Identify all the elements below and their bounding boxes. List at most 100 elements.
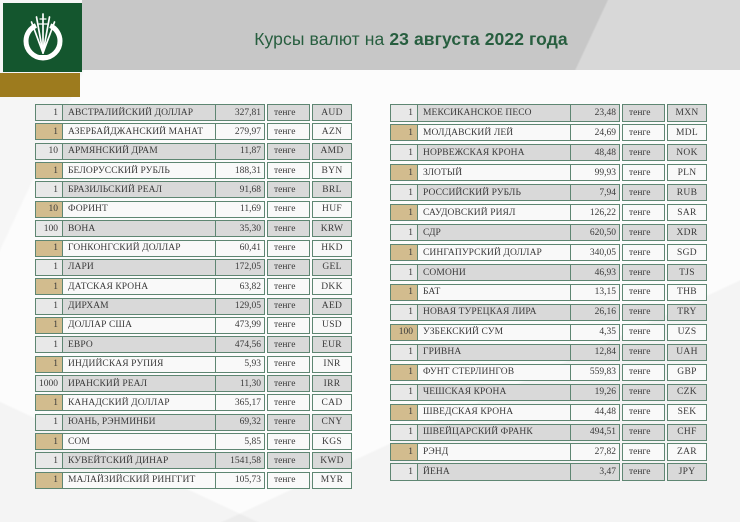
currency-code-cell: CAD bbox=[312, 394, 352, 412]
currency-name-cell: УЗБЕКСКИЙ СУМ bbox=[418, 323, 570, 342]
unit-cell: тенге bbox=[622, 443, 665, 461]
currency-code-cell: AUD bbox=[312, 104, 352, 121]
rate-value-cell: 559,83 bbox=[570, 363, 620, 382]
currency-row-rub: 1 РОССИЙСКИЙ РУБЛЬ 7,94 тенге RUB bbox=[390, 183, 707, 202]
currency-row-uah: 1 ГРИВНА 12,84 тенге UAH bbox=[390, 343, 707, 362]
currency-main-cells: 1 БРАЗИЛЬСКИЙ РЕАЛ 91,68 bbox=[35, 181, 265, 199]
currency-main-cells: 1 ГРИВНА 12,84 bbox=[390, 343, 620, 362]
unit-cell: тенге bbox=[267, 433, 310, 451]
unit-cell: тенге bbox=[622, 163, 665, 182]
quantity-cell: 1 bbox=[35, 258, 63, 276]
currency-main-cells: 1 КУВЕЙТСКИЙ ДИНАР 1541,58 bbox=[35, 452, 265, 470]
currency-main-cells: 1 РЭНД 27,82 bbox=[390, 443, 620, 461]
unit-cell: тенге bbox=[267, 394, 310, 412]
currency-row-huf: 10 ФОРИНТ 11,69 тенге HUF bbox=[35, 200, 352, 218]
rate-value-cell: 12,84 bbox=[570, 343, 620, 362]
currency-name-cell: ШВЕЙЦАРСКИЙ ФРАНК bbox=[418, 423, 570, 441]
currency-name-cell: КУВЕЙТСКИЙ ДИНАР bbox=[63, 452, 215, 470]
currency-code-cell: GEL bbox=[312, 258, 352, 276]
currency-name-cell: ЮАНЬ, РЭНМИНБИ bbox=[63, 413, 215, 431]
rate-value-cell: 23,48 bbox=[570, 104, 620, 122]
currency-name-cell: ГРИВНА bbox=[418, 343, 570, 362]
quantity-cell: 1 bbox=[35, 297, 63, 315]
rate-value-cell: 63,82 bbox=[215, 278, 265, 296]
currency-code-cell: DKK bbox=[312, 278, 352, 296]
currency-name-cell: АРМЯНСКИЙ ДРАМ bbox=[63, 142, 215, 160]
quantity-cell: 1 bbox=[35, 123, 63, 141]
currency-name-cell: МОЛДАВСКИЙ ЛЕЙ bbox=[418, 123, 570, 142]
currency-row-sek: 1 ШВЕДСКАЯ КРОНА 44,48 тенге SEK bbox=[390, 403, 707, 422]
currency-row-mdl: 1 МОЛДАВСКИЙ ЛЕЙ 24,69 тенге MDL bbox=[390, 123, 707, 142]
quantity-cell: 1 bbox=[390, 463, 418, 481]
quantity-cell: 100 bbox=[35, 220, 63, 238]
currency-main-cells: 1 ЛАРИ 172,05 bbox=[35, 258, 265, 276]
currency-code-cell: UZS bbox=[667, 323, 707, 342]
currency-name-cell: БЕЛОРУССКИЙ РУБЛЬ bbox=[63, 162, 215, 180]
rate-value-cell: 4,35 bbox=[570, 323, 620, 342]
rate-value-cell: 13,15 bbox=[570, 283, 620, 302]
currency-name-cell: ЕВРО bbox=[63, 336, 215, 354]
unit-cell: тенге bbox=[267, 181, 310, 199]
currency-main-cells: 1 СОМОНИ 46,93 bbox=[390, 263, 620, 282]
quantity-cell: 10 bbox=[35, 200, 63, 218]
unit-cell: тенге bbox=[622, 463, 665, 481]
unit-cell: тенге bbox=[622, 303, 665, 322]
rate-value-cell: 11,30 bbox=[215, 375, 265, 393]
rate-value-cell: 27,82 bbox=[570, 443, 620, 461]
currency-name-cell: БАТ bbox=[418, 283, 570, 302]
currency-row-krw: 100 ВОНА 35,30 тенге KRW bbox=[35, 220, 352, 238]
currency-main-cells: 1 ЙЕНА 3,47 bbox=[390, 463, 620, 481]
quantity-cell: 1 bbox=[35, 452, 63, 470]
currency-main-cells: 1 ФУНТ СТЕРЛИНГОВ 559,83 bbox=[390, 363, 620, 382]
unit-cell: тенге bbox=[267, 297, 310, 315]
rates-table-right: 1 МЕКСИКАНСКОЕ ПЕСО 23,48 тенге MXN 1 МОЛДАВСК… bbox=[390, 104, 707, 481]
currency-row-eur: 1 ЕВРО 474,56 тенге EUR bbox=[35, 336, 352, 354]
currency-name-cell: КАНАДСКИЙ ДОЛЛАР bbox=[63, 394, 215, 412]
quantity-cell: 1 bbox=[390, 363, 418, 382]
currency-row-usd: 1 ДОЛЛАР США 473,99 тенге USD bbox=[35, 316, 352, 334]
quantity-cell: 1 bbox=[390, 163, 418, 182]
unit-cell: тенге bbox=[622, 203, 665, 222]
currency-main-cells: 1 МОЛДАВСКИЙ ЛЕЙ 24,69 bbox=[390, 123, 620, 142]
currency-row-try: 1 НОВАЯ ТУРЕЦКАЯ ЛИРА 26,16 тенге TRY bbox=[390, 303, 707, 322]
quantity-cell: 1 bbox=[390, 104, 418, 122]
currency-row-nok: 1 НОРВЕЖСКАЯ КРОНА 48,48 тенге NOK bbox=[390, 143, 707, 162]
rate-value-cell: 5,93 bbox=[215, 355, 265, 373]
currency-row-azn: 1 АЗЕРБАЙДЖАНСКИЙ МАНАТ 279,97 тенге AZN bbox=[35, 123, 352, 141]
unit-cell: тенге bbox=[267, 316, 310, 334]
unit-cell: тенге bbox=[622, 363, 665, 382]
unit-cell: тенге bbox=[267, 452, 310, 470]
page-title-prefix: Курсы валют на bbox=[254, 29, 390, 49]
unit-cell: тенге bbox=[267, 355, 310, 373]
unit-cell: тенге bbox=[267, 123, 310, 141]
currency-row-xdr: 1 СДР 620,50 тенге XDR bbox=[390, 223, 707, 242]
currency-name-cell: МАЛАЙЗИЙСКИЙ РИНГГИТ bbox=[63, 471, 215, 489]
quantity-cell: 1 bbox=[35, 316, 63, 334]
currency-name-cell: ГОНКОНГСКИЙ ДОЛЛАР bbox=[63, 239, 215, 257]
currency-main-cells: 1 ГОНКОНГСКИЙ ДОЛЛАР 60,41 bbox=[35, 239, 265, 257]
currency-main-cells: 10 ФОРИНТ 11,69 bbox=[35, 200, 265, 218]
currency-row-pln: 1 ЗЛОТЫЙ 99,93 тенге PLN bbox=[390, 163, 707, 182]
currency-code-cell: IRR bbox=[312, 375, 352, 393]
header-band: Курсы валют на 23 августа 2022 года bbox=[82, 0, 740, 70]
currency-code-cell: INR bbox=[312, 355, 352, 373]
currency-code-cell: SAR bbox=[667, 203, 707, 222]
currency-main-cells: 1 БАТ 13,15 bbox=[390, 283, 620, 302]
rate-value-cell: 1541,58 bbox=[215, 452, 265, 470]
rate-value-cell: 188,31 bbox=[215, 162, 265, 180]
currency-row-zar: 1 РЭНД 27,82 тенге ZAR bbox=[390, 443, 707, 461]
quantity-cell: 1 bbox=[35, 413, 63, 431]
rate-value-cell: 44,48 bbox=[570, 403, 620, 422]
currency-code-cell: TJS bbox=[667, 263, 707, 282]
currency-main-cells: 10 АРМЯНСКИЙ ДРАМ 11,87 bbox=[35, 142, 265, 160]
currency-main-cells: 1 БЕЛОРУССКИЙ РУБЛЬ 188,31 bbox=[35, 162, 265, 180]
rate-value-cell: 129,05 bbox=[215, 297, 265, 315]
currency-row-inr: 1 ИНДИЙСКАЯ РУПИЯ 5,93 тенге INR bbox=[35, 355, 352, 373]
quantity-cell: 1 bbox=[390, 183, 418, 202]
currency-name-cell: ЙЕНА bbox=[418, 463, 570, 481]
currency-code-cell: HUF bbox=[312, 200, 352, 218]
currency-main-cells: 1 САУДОВСКИЙ РИЯЛ 126,22 bbox=[390, 203, 620, 222]
currency-main-cells: 1 ШВЕЙЦАРСКИЙ ФРАНК 494,51 bbox=[390, 423, 620, 441]
currency-code-cell: KRW bbox=[312, 220, 352, 238]
